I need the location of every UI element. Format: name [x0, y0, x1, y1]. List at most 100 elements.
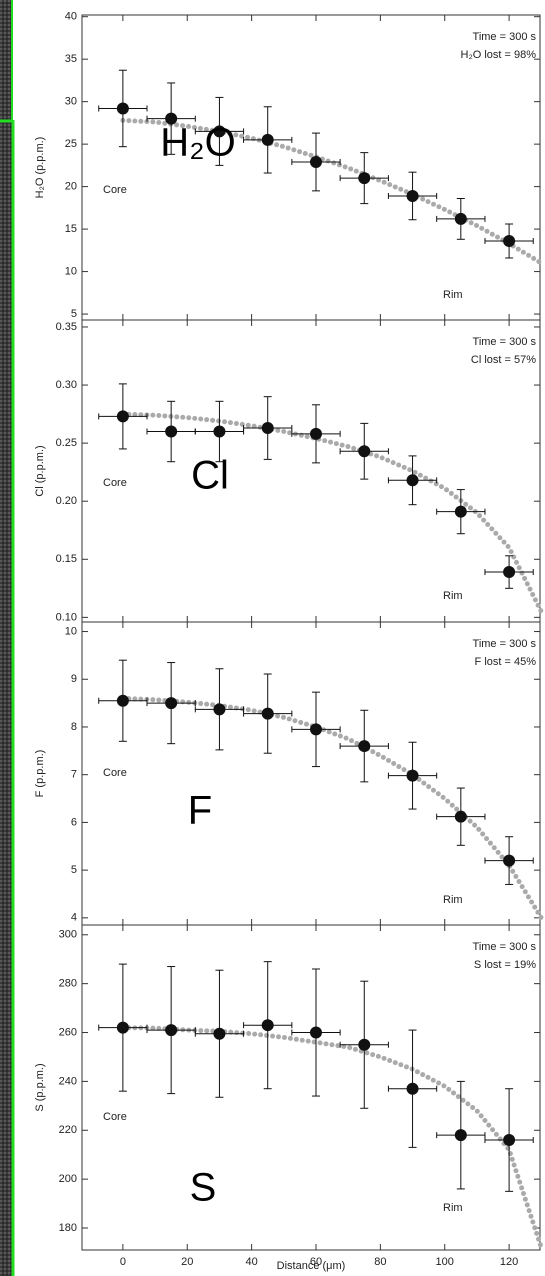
data-point — [309, 427, 322, 440]
data-point — [261, 422, 274, 435]
annotation: F lost = 45% — [475, 656, 537, 668]
data-point — [503, 234, 516, 247]
y-tick-label: 260 — [59, 1026, 77, 1038]
x-axis-label: Distance (μm) — [277, 1260, 346, 1272]
x-tick-label: 20 — [181, 1256, 193, 1268]
big-label: S — [190, 1166, 217, 1210]
annotation: Core — [103, 767, 127, 779]
y-tick-label: 0.35 — [56, 321, 77, 333]
data-point — [454, 212, 467, 225]
y-axis-label: Cl (p.p.m.) — [34, 445, 46, 496]
y-tick-label: 15 — [65, 223, 77, 235]
annotation: Time = 300 s — [473, 31, 537, 43]
y-tick-label: 6 — [71, 816, 77, 828]
y-tick-label: 180 — [59, 1222, 77, 1234]
annotation: Rim — [443, 289, 463, 301]
data-point — [406, 769, 419, 782]
data-point — [261, 133, 274, 146]
y-axis-label: S (p.p.m.) — [34, 1063, 46, 1111]
data-point — [406, 189, 419, 202]
data-point — [261, 707, 274, 720]
data-point — [213, 425, 226, 438]
data-point — [165, 112, 178, 125]
data-point — [116, 102, 129, 115]
data-point — [454, 810, 467, 823]
data-point — [261, 1019, 274, 1032]
fit-curve — [120, 1025, 544, 1251]
data-point — [116, 1021, 129, 1034]
plot-frame — [81, 621, 541, 926]
big-label: Cl — [191, 454, 229, 498]
y-tick-label: 5 — [71, 308, 77, 320]
x-tick-label: 0 — [120, 1256, 126, 1268]
data-point — [165, 425, 178, 438]
y-tick-label: 0.25 — [56, 437, 77, 449]
data-point — [358, 740, 371, 753]
x-tick-label: 120 — [500, 1256, 518, 1268]
annotation: Rim — [443, 894, 463, 906]
data-point — [503, 566, 516, 579]
annotation: Core — [103, 1111, 127, 1123]
y-tick-label: 10 — [65, 265, 77, 277]
y-tick-label: 280 — [59, 978, 77, 990]
y-tick-label: 300 — [59, 929, 77, 941]
y-tick-label: 25 — [65, 138, 77, 150]
data-point — [116, 410, 129, 423]
data-point — [406, 474, 419, 487]
data-point — [309, 155, 322, 168]
data-point — [503, 854, 516, 867]
annotation: H₂O lost = 98% — [461, 49, 537, 61]
annotation: Core — [103, 184, 127, 196]
data-point — [213, 125, 226, 138]
y-tick-label: 240 — [59, 1075, 77, 1087]
data-point — [213, 703, 226, 716]
fit-curve — [120, 411, 544, 615]
data-point — [165, 1024, 178, 1037]
y-tick-label: 8 — [71, 721, 77, 733]
data-point — [309, 723, 322, 736]
y-tick-label: 40 — [65, 11, 77, 23]
y-tick-label: 9 — [71, 673, 77, 685]
big-label: H₂O — [160, 121, 236, 165]
y-tick-label: 20 — [65, 181, 77, 193]
data-point — [454, 1129, 467, 1142]
annotation: Core — [103, 477, 127, 489]
y-tick-label: 200 — [59, 1173, 77, 1185]
data-point — [309, 1026, 322, 1039]
big-label: F — [188, 789, 212, 833]
y-tick-label: 0.30 — [56, 379, 77, 391]
data-point — [165, 697, 178, 710]
annotation: S lost = 19% — [474, 959, 536, 971]
annotation: Rim — [443, 1202, 463, 1214]
x-tick-label: 60 — [310, 1256, 322, 1268]
y-axis-label: H₂O (p.p.m.) — [34, 137, 46, 199]
y-tick-label: 220 — [59, 1124, 77, 1136]
x-tick-label: 40 — [245, 1256, 257, 1268]
annotation: Time = 300 s — [473, 941, 537, 953]
data-point — [454, 505, 467, 518]
fit-curve — [120, 695, 544, 921]
x-tick-label: 80 — [374, 1256, 386, 1268]
y-tick-label: 7 — [71, 769, 77, 781]
data-point — [358, 172, 371, 185]
y-tick-label: 10 — [65, 625, 77, 637]
y-axis-label: F (p.p.m.) — [34, 750, 46, 798]
y-tick-label: 4 — [71, 912, 77, 924]
data-point — [406, 1082, 419, 1095]
annotation: Time = 300 s — [473, 336, 537, 348]
y-tick-label: 0.15 — [56, 553, 77, 565]
y-tick-label: 35 — [65, 53, 77, 65]
data-point — [358, 1038, 371, 1051]
data-point — [503, 1134, 516, 1147]
plot-frame — [81, 924, 541, 1251]
annotation: Rim — [443, 590, 463, 602]
y-tick-label: 5 — [71, 864, 77, 876]
data-point — [358, 445, 371, 458]
data-point — [116, 694, 129, 707]
annotation: Time = 300 s — [473, 638, 537, 650]
data-point — [213, 1027, 226, 1040]
y-tick-label: 30 — [65, 96, 77, 108]
y-tick-label: 0.20 — [56, 495, 77, 507]
x-tick-label: 100 — [436, 1256, 454, 1268]
